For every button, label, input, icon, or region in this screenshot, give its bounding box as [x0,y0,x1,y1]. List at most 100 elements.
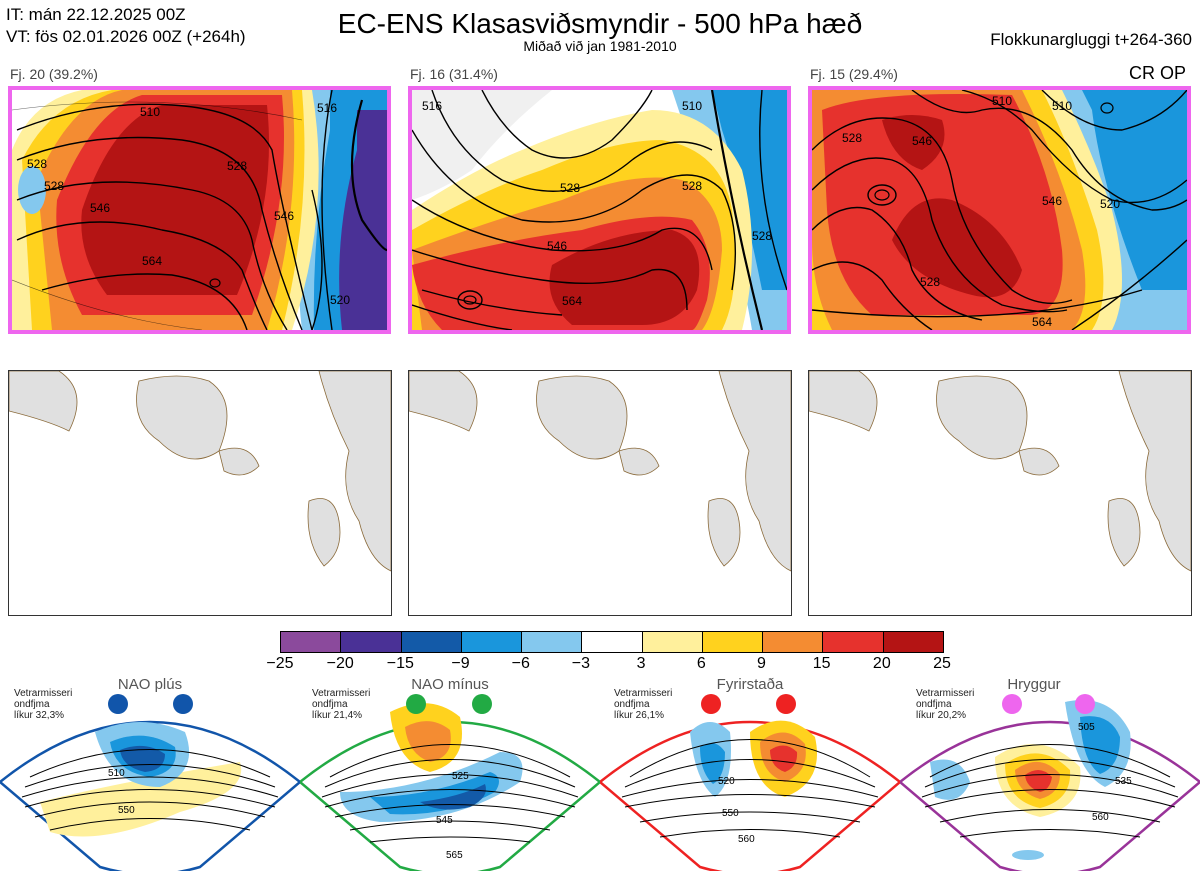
cluster-3-contour-label: 546 [912,134,932,148]
regime-contour-label: 565 [446,850,463,861]
colorbar-tick-label: −9 [451,655,470,672]
cluster-2-anomaly-field: 528 546 564 528 528 516 510 [412,90,787,330]
colorbar-swatch [582,632,643,652]
cluster-1-label: Fj. 20 (39.2%) [10,66,98,82]
cluster-2-contour-label: 528 [682,179,702,193]
regime-nao-plus[interactable]: 510 550 NAO plús Vetrarmisseri ondfjma l… [0,672,302,876]
regime-contour-label: 560 [738,834,755,845]
colorbar-ticks: −25 −20 −15 −9 −6 −3 3 6 9 15 20 25 [266,655,950,675]
regime-title: Fyrirstaða [716,676,784,693]
regime-contour-label: 525 [452,771,469,782]
regime-contour-label: 505 [1078,722,1095,733]
regime-strip: 510 550 NAO plús Vetrarmisseri ondfjma l… [0,672,1200,876]
cluster-3-contour-label: 510 [1052,99,1072,113]
cluster-3-contour-label: 520 [1100,197,1120,211]
cluster-1-contour-label: 510 [140,105,160,119]
colorbar-swatch [522,632,583,652]
regime-ridge[interactable]: 505 535 560 Hryggur Vetrarmisseri ondfjm… [898,672,1200,876]
colorbar-swatch [401,632,462,652]
cluster-1-map[interactable]: 510 528 546 564 528 546 520 528 516 [8,86,391,334]
cluster-1-contour-label: 546 [274,209,294,223]
colorbar-tick-label: 25 [933,655,951,672]
regime-probability: Vetrarmisseri ondfjma líkur 21,4% [312,688,371,721]
cluster-3-contour-label: 528 [842,131,862,145]
geo-outline-3 [809,371,1191,572]
regime-nao-plus-map: 510 550 [0,720,302,876]
colorbar-swatch [341,632,402,652]
regime-contour-label: 560 [1092,812,1109,823]
regime-contour-label: 550 [722,808,739,819]
colorbar-swatch [461,632,523,652]
cluster-2-label: Fj. 16 (31.4%) [410,66,498,82]
regime-nao-minus-map: 525 545 565 [298,703,602,876]
cluster-3-label: Fj. 15 (29.4%) [810,66,898,82]
regime-probability: Vetrarmisseri ondfjma líkur 20,2% [916,688,975,721]
cluster-window: Flokkunargluggi t+264-360 [990,30,1192,49]
cluster-1-geo-map[interactable] [8,370,392,616]
regime-nao-minus[interactable]: 525 545 565 NAO mínus Vetrarmisseri ondf… [298,672,602,876]
colorbar-swatch [281,632,342,652]
geo-outline-1 [9,371,391,572]
cluster-3-anomaly-field: 528 546 528 546 520 564 510 510 [812,90,1187,330]
colorbar-tick-label: 15 [812,655,831,672]
cluster-1-contour-label: 564 [142,254,162,268]
cluster-2-contour-label: 528 [752,229,772,243]
init-time: IT: mán 22.12.2025 00Z [6,5,186,24]
colorbar-tick-label: 3 [636,655,646,672]
regime-contour-label: 550 [118,805,135,816]
regime-ridge-map: 505 535 560 [898,700,1200,876]
regime-title: NAO mínus [411,676,489,693]
cluster-1-contour-label: 520 [330,293,350,307]
colorbar-tick-label: 20 [872,655,891,672]
colorbar-tick-label: −3 [571,655,591,672]
colorbar-tick-label: −15 [386,655,414,672]
cluster-2-contour-label: 510 [682,99,702,113]
colorbar-tick-label: 9 [757,655,766,672]
cluster-3-contour-label: 564 [1032,315,1052,329]
cluster-3-contour-label: 510 [992,94,1012,108]
cluster-2-contour-label: 528 [560,181,580,195]
regime-probability: Vetrarmisseri ondfjma líkur 32,3% [14,688,73,721]
cluster-2-contour-label: 546 [547,239,567,253]
cluster-3-contour-label: 546 [1042,194,1062,208]
cr-op-label: CR OP [1128,63,1186,83]
regime-contour-label: 545 [436,815,453,826]
colorbar-swatch [702,632,764,652]
regime-contour-label: 535 [1115,776,1132,787]
regime-marker-dot [776,694,796,714]
regime-marker-dot [406,694,426,714]
regime-blocking-map: 520 550 560 [598,720,902,876]
cluster-3-contour-label: 528 [920,275,940,289]
header-dates: IT: mán 22.12.2025 00Z VT: fös 02.01.202… [6,4,246,48]
regime-marker-dot [1075,694,1095,714]
colorbar-tick-label: 6 [696,655,706,672]
cluster-1-contour-label: 516 [317,101,337,115]
cluster-2-map[interactable]: 528 546 564 528 528 516 510 [408,86,791,334]
regime-marker-dot [108,694,128,714]
cluster-2-contour-label: 564 [562,294,582,308]
cluster-2-geo-map[interactable] [408,370,792,616]
colorbar-swatch [823,632,884,652]
regime-title: NAO plús [117,676,183,693]
cluster-3-geo-map[interactable] [808,370,1192,616]
cluster-1-anomaly-field: 510 528 546 564 528 546 520 528 516 [12,90,387,330]
regime-title: Hryggur [1007,676,1061,693]
regime-blocking[interactable]: 520 550 560 Fyrirstaða Vetrarmisseri ond… [598,672,902,876]
cluster-3-map[interactable]: 528 546 528 546 520 564 510 510 [808,86,1191,334]
valid-time: VT: fös 02.01.2026 00Z (+264h) [6,27,246,46]
regime-marker-dot [1002,694,1022,714]
cluster-1-contour-label: 528 [27,157,47,171]
regime-contour-label: 510 [108,768,125,779]
cluster-1-contour-label: 528 [227,159,247,173]
regime-probability: Vetrarmisseri ondfjma líkur 26,1% [614,688,673,721]
page-subtitle: Miðað við jan 1981-2010 [523,38,677,54]
cluster-1-contour-label: 528 [44,179,64,193]
colorbar-tick-label: −20 [326,655,354,672]
colorbar-tick-label: −25 [266,655,294,672]
cluster-2-contour-label: 516 [422,99,442,113]
colorbar-swatch [883,632,943,652]
regime-contour-label: 520 [718,776,735,787]
geo-outline-2 [409,371,791,572]
colorbar-tick-label: −6 [511,655,530,672]
regime-marker-dot [701,694,721,714]
